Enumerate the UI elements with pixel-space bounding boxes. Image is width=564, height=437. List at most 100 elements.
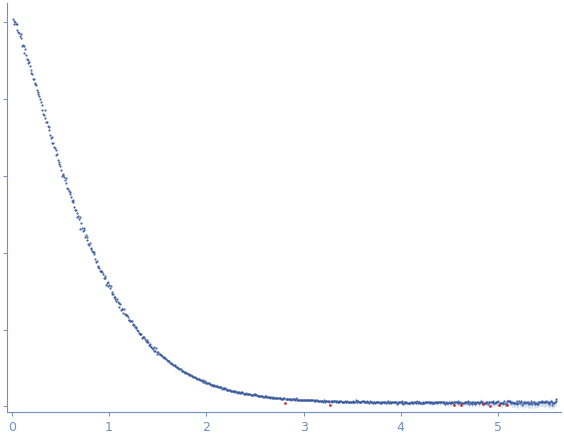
Point — [8, 15, 17, 22]
Point — [155, 351, 164, 358]
Point — [122, 312, 131, 319]
Point — [151, 344, 160, 351]
Point — [463, 399, 472, 406]
Point — [210, 382, 219, 389]
Point — [369, 399, 378, 406]
Point — [272, 395, 281, 402]
Point — [329, 398, 338, 405]
Point — [389, 399, 398, 406]
Point — [35, 92, 44, 99]
Point — [21, 46, 30, 53]
Point — [276, 395, 285, 402]
Point — [460, 398, 469, 405]
Point — [381, 399, 390, 406]
Point — [23, 56, 32, 63]
Point — [251, 392, 260, 399]
Point — [208, 381, 217, 388]
Point — [448, 399, 457, 406]
Point — [349, 398, 358, 405]
Point — [112, 295, 121, 302]
Point — [243, 390, 252, 397]
Point — [366, 399, 375, 406]
Point — [104, 283, 113, 290]
Point — [517, 399, 526, 406]
Point — [509, 399, 518, 406]
Point — [133, 326, 142, 333]
Point — [278, 395, 287, 402]
Point — [76, 225, 85, 232]
Point — [527, 399, 536, 406]
Point — [474, 400, 483, 407]
Point — [276, 395, 285, 402]
Point — [85, 239, 94, 246]
Point — [497, 399, 506, 406]
Point — [271, 394, 280, 401]
Point — [199, 378, 208, 385]
Point — [116, 307, 125, 314]
Point — [301, 397, 310, 404]
Point — [303, 397, 312, 404]
Point — [455, 400, 464, 407]
Point — [15, 30, 24, 37]
Point — [510, 399, 519, 406]
Point — [186, 371, 195, 378]
Point — [288, 395, 297, 402]
Point — [259, 393, 268, 400]
Point — [99, 274, 108, 281]
Point — [156, 351, 165, 358]
Point — [159, 354, 168, 361]
Point — [473, 399, 482, 406]
Point — [469, 399, 478, 406]
Point — [25, 62, 34, 69]
Point — [149, 347, 158, 354]
Point — [284, 395, 293, 402]
Point — [528, 399, 537, 406]
Point — [102, 280, 111, 287]
Point — [78, 228, 87, 235]
Point — [136, 330, 146, 337]
Point — [218, 385, 227, 392]
Point — [82, 233, 91, 240]
Point — [108, 291, 117, 298]
Point — [327, 398, 336, 405]
Point — [309, 397, 318, 404]
Point — [100, 273, 109, 280]
Point — [384, 398, 393, 405]
Point — [54, 159, 63, 166]
Point — [225, 387, 234, 394]
Point — [162, 357, 171, 364]
Point — [92, 258, 102, 265]
Point — [420, 399, 429, 406]
Point — [534, 401, 543, 408]
Point — [16, 30, 25, 37]
Point — [363, 398, 372, 405]
Point — [169, 362, 178, 369]
Point — [237, 389, 246, 396]
Point — [191, 374, 200, 381]
Point — [300, 396, 309, 403]
Point — [340, 399, 349, 406]
Point — [549, 399, 558, 406]
Point — [315, 397, 324, 404]
Point — [80, 225, 89, 232]
Point — [446, 399, 455, 406]
Point — [413, 398, 422, 405]
Point — [359, 398, 368, 405]
Point — [544, 399, 553, 406]
Point — [60, 173, 69, 180]
Point — [144, 339, 153, 346]
Point — [139, 333, 148, 340]
Point — [424, 399, 433, 406]
Point — [467, 398, 476, 405]
Point — [449, 402, 458, 409]
Point — [335, 397, 344, 404]
Point — [246, 391, 255, 398]
Point — [235, 389, 244, 396]
Point — [552, 397, 561, 404]
Point — [350, 399, 359, 406]
Point — [79, 227, 88, 234]
Point — [132, 324, 141, 331]
Point — [295, 396, 304, 403]
Point — [170, 362, 179, 369]
Point — [50, 144, 59, 151]
